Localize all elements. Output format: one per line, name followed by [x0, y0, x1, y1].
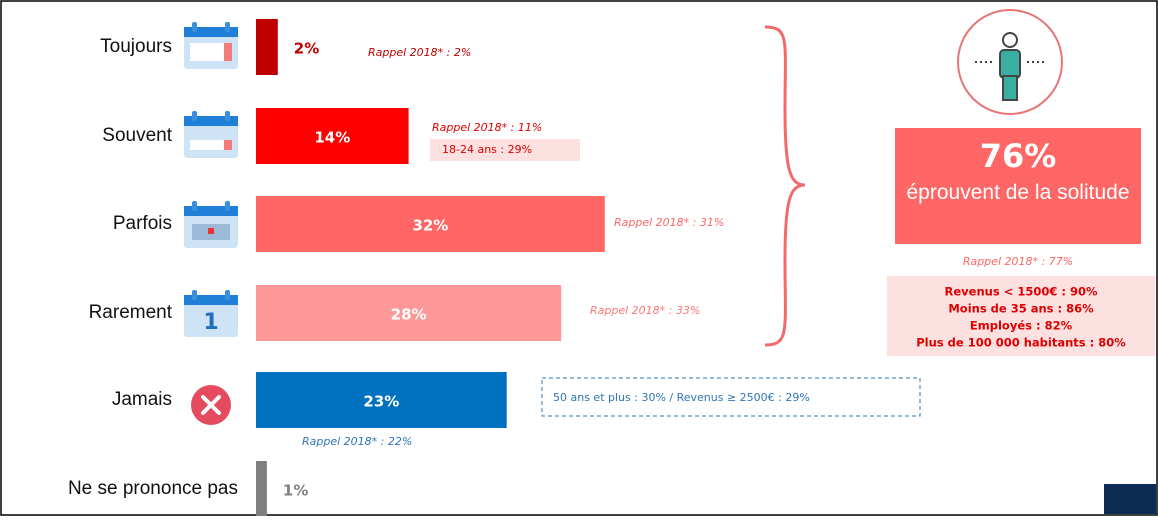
value-label: 2% [294, 40, 319, 58]
note: 18-24 ans : 29% [442, 143, 532, 156]
details-box [887, 276, 1155, 356]
category-label: Parfois [113, 213, 172, 234]
svg-text:1: 1 [203, 310, 218, 335]
bar [256, 285, 562, 341]
summary-recall: Rappel 2018* : 77% [963, 255, 1073, 268]
category-label: Rarement [89, 302, 173, 323]
bar [256, 461, 267, 517]
note-box [541, 377, 921, 417]
category-label: Jamais [112, 389, 172, 410]
bar [256, 196, 605, 252]
corner-image [1104, 484, 1156, 514]
note: Rappel 2018* : 22% [302, 435, 412, 448]
bar [256, 108, 409, 164]
category-label: Souvent [102, 125, 172, 146]
bar [256, 19, 278, 75]
detail: Employés : 82% [970, 319, 1073, 333]
note: Rappel 2018* : 11% [432, 121, 542, 134]
value-label: 23% [363, 393, 399, 411]
value-label: 28% [391, 306, 427, 324]
value-label: 14% [314, 129, 350, 147]
value-label: 32% [412, 217, 448, 235]
icons: 1 [184, 22, 238, 425]
person-icon [957, 9, 1063, 115]
category-label: Ne se prononce pas [68, 478, 238, 499]
note-box [430, 139, 580, 161]
summary-box [895, 128, 1141, 244]
summary-text: éprouvent de la solitude [906, 181, 1130, 204]
note: Rappel 2018* : 33% [590, 304, 700, 317]
note: Rappel 2018* : 31% [614, 216, 724, 229]
summary-value: 76% [980, 137, 1057, 175]
detail: Plus de 100 000 habitants : 80% [916, 336, 1126, 350]
note: Rappel 2018* : 2% [368, 46, 471, 59]
bar [256, 372, 507, 428]
detail: Moins de 35 ans : 86% [948, 302, 1094, 316]
detail: Revenus < 1500€ : 90% [945, 285, 1098, 299]
summary-text-box: éprouvent de la solitude [906, 181, 1130, 204]
note: 50 ans et plus : 30% / Revenus ≥ 2500€ :… [553, 391, 810, 404]
value-label: 1% [283, 482, 308, 500]
category-label: Toujours [100, 36, 172, 57]
brace [764, 25, 806, 347]
